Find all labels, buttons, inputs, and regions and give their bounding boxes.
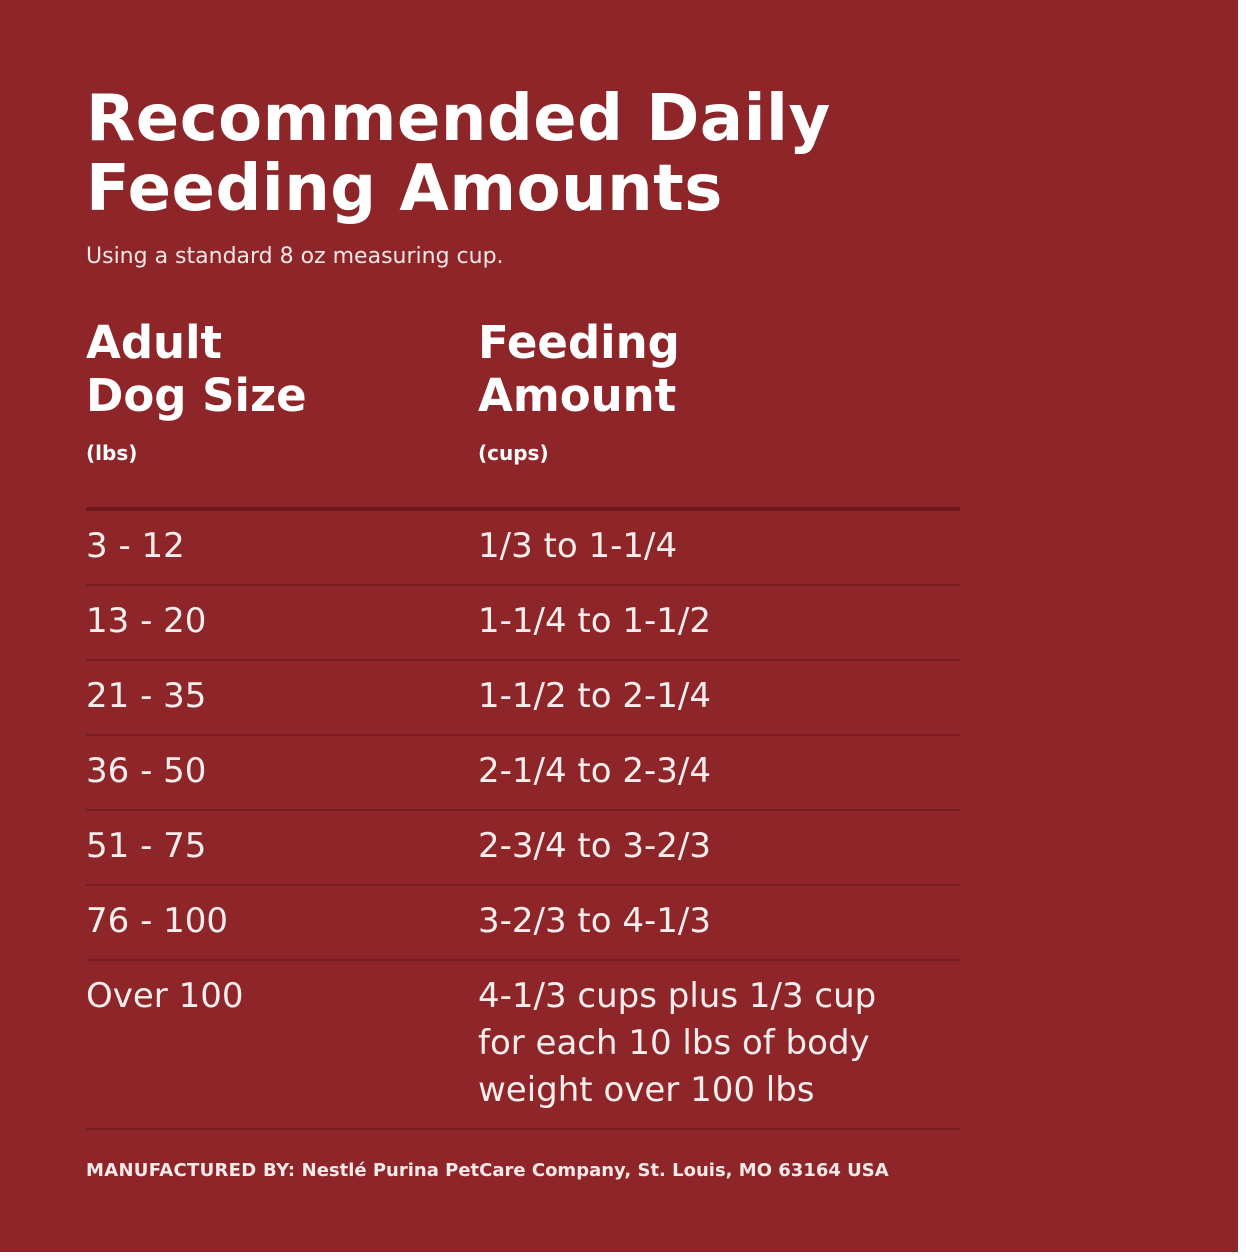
table-row: 21 - 35 1-1/2 to 2-1/4: [86, 661, 960, 736]
table-row: 13 - 20 1-1/4 to 1-1/2: [86, 586, 960, 661]
table-row: 76 - 100 3-2/3 to 4-1/3: [86, 886, 960, 961]
manufacturer-text: Nestlé Purina PetCare Company, St. Louis…: [295, 1160, 889, 1181]
page-title: Recommended Daily Feeding Amounts: [86, 84, 906, 224]
header-divider: [86, 507, 960, 511]
dog-size-cell: 36 - 50: [86, 751, 207, 791]
dog-size-cell: 13 - 20: [86, 601, 207, 641]
column-header-feeding-amount: Feeding Amount (cups): [478, 316, 680, 466]
column-header-line-1: Adult: [86, 316, 223, 369]
column-header-line-1: Feeding: [478, 316, 680, 369]
dog-size-cell: 21 - 35: [86, 676, 207, 716]
column-unit: (lbs): [86, 441, 138, 465]
dog-size-cell: Over 100: [86, 976, 244, 1016]
dog-size-cell: 76 - 100: [86, 901, 229, 941]
feeding-amount-cell: 1-1/2 to 2-1/4: [478, 676, 711, 716]
feeding-amount-cell: 2-1/4 to 2-3/4: [478, 751, 711, 791]
feeding-amount-line: for each 10 lbs of body: [478, 1023, 870, 1063]
feeding-amount-line: 4-1/3 cups plus 1/3 cup: [478, 976, 877, 1016]
table-row: 3 - 12 1/3 to 1-1/4: [86, 511, 960, 586]
table-row: Over 100 4-1/3 cups plus 1/3 cup for eac…: [86, 961, 960, 1130]
column-header-dog-size: Adult Dog Size (lbs): [86, 316, 307, 466]
column-unit: (cups): [478, 441, 549, 465]
feeding-amount-cell: 1/3 to 1-1/4: [478, 526, 678, 566]
column-header-line-2: Dog Size: [86, 369, 307, 422]
feeding-amount-cell: 3-2/3 to 4-1/3: [478, 901, 711, 941]
feeding-amount-line: weight over 100 lbs: [478, 1070, 815, 1110]
column-header-line-2: Amount: [478, 369, 677, 422]
title-line-1: Recommended Daily: [86, 82, 831, 156]
feeding-table: 3 - 12 1/3 to 1-1/4 13 - 20 1-1/4 to 1-1…: [86, 511, 960, 1130]
dog-size-cell: 3 - 12: [86, 526, 185, 566]
feeding-amount-cell: 2-3/4 to 3-2/3: [478, 826, 711, 866]
dog-size-cell: 51 - 75: [86, 826, 207, 866]
title-line-2: Feeding Amounts: [86, 152, 723, 226]
feeding-amount-cell: 1-1/4 to 1-1/2: [478, 601, 711, 641]
manufacturer-note: MANUFACTURED BY: Nestlé Purina PetCare C…: [86, 1157, 889, 1185]
subtitle: Using a standard 8 oz measuring cup.: [86, 244, 504, 269]
manufacturer-label: MANUFACTURED BY:: [86, 1160, 296, 1181]
feeding-amount-cell: 4-1/3 cups plus 1/3 cup for each 10 lbs …: [478, 973, 958, 1114]
table-row: 51 - 75 2-3/4 to 3-2/3: [86, 811, 960, 886]
table-row: 36 - 50 2-1/4 to 2-3/4: [86, 736, 960, 811]
